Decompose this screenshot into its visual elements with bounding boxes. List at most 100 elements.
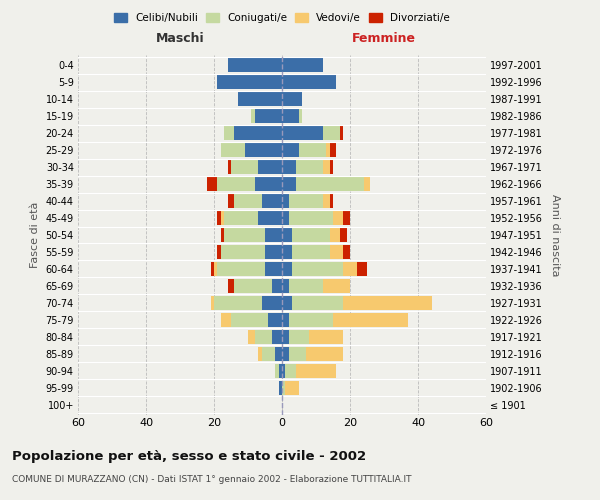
Bar bbox=[296, 160, 323, 174]
Bar bbox=[262, 347, 275, 360]
Bar bbox=[299, 110, 302, 123]
Bar bbox=[248, 330, 255, 344]
Bar bbox=[217, 76, 282, 89]
Legend: Celibi/Nubili, Coniugati/e, Vedovi/e, Divorziati/e: Celibi/Nubili, Coniugati/e, Vedovi/e, Di… bbox=[111, 10, 453, 26]
Bar bbox=[255, 178, 282, 191]
Bar bbox=[333, 211, 343, 225]
Bar bbox=[258, 160, 282, 174]
Bar bbox=[221, 313, 231, 326]
Bar bbox=[323, 160, 329, 174]
Bar bbox=[364, 178, 370, 191]
Bar bbox=[262, 296, 282, 310]
Text: Popolazione per età, sesso e stato civile - 2002: Popolazione per età, sesso e stato civil… bbox=[12, 450, 366, 463]
Bar bbox=[224, 126, 235, 140]
Bar bbox=[343, 245, 350, 259]
Bar bbox=[333, 313, 408, 326]
Bar bbox=[282, 211, 289, 225]
Bar bbox=[282, 330, 289, 344]
Bar bbox=[292, 228, 329, 242]
Bar bbox=[306, 347, 343, 360]
Bar bbox=[340, 126, 343, 140]
Bar bbox=[235, 194, 262, 208]
Bar bbox=[221, 144, 245, 157]
Bar bbox=[289, 211, 333, 225]
Bar bbox=[282, 194, 289, 208]
Bar bbox=[299, 144, 326, 157]
Bar bbox=[265, 245, 282, 259]
Bar bbox=[217, 262, 265, 276]
Bar bbox=[282, 144, 299, 157]
Bar bbox=[282, 178, 296, 191]
Bar bbox=[357, 262, 367, 276]
Bar bbox=[326, 144, 329, 157]
Bar bbox=[286, 381, 299, 394]
Bar bbox=[343, 211, 350, 225]
Bar bbox=[262, 194, 282, 208]
Bar bbox=[282, 126, 323, 140]
Bar bbox=[235, 126, 282, 140]
Bar bbox=[329, 144, 337, 157]
Bar bbox=[343, 262, 357, 276]
Bar bbox=[292, 245, 329, 259]
Bar bbox=[227, 58, 282, 72]
Bar bbox=[292, 262, 343, 276]
Bar bbox=[329, 160, 333, 174]
Bar bbox=[245, 144, 282, 157]
Bar bbox=[282, 364, 286, 378]
Bar bbox=[282, 381, 286, 394]
Bar bbox=[231, 313, 268, 326]
Bar bbox=[286, 364, 296, 378]
Bar bbox=[275, 347, 282, 360]
Bar bbox=[255, 330, 272, 344]
Bar bbox=[217, 178, 255, 191]
Bar bbox=[323, 126, 340, 140]
Bar bbox=[275, 364, 278, 378]
Bar bbox=[282, 58, 323, 72]
Bar bbox=[272, 279, 282, 292]
Y-axis label: Anni di nascita: Anni di nascita bbox=[550, 194, 560, 276]
Bar bbox=[289, 330, 309, 344]
Bar bbox=[289, 347, 306, 360]
Bar bbox=[217, 245, 221, 259]
Bar bbox=[282, 228, 292, 242]
Bar bbox=[282, 92, 302, 106]
Bar bbox=[296, 178, 364, 191]
Bar bbox=[258, 211, 282, 225]
Bar bbox=[238, 92, 282, 106]
Bar bbox=[282, 245, 292, 259]
Bar bbox=[227, 279, 235, 292]
Bar bbox=[282, 296, 292, 310]
Text: Maschi: Maschi bbox=[155, 32, 205, 45]
Bar bbox=[224, 228, 265, 242]
Bar bbox=[343, 296, 431, 310]
Bar bbox=[211, 296, 214, 310]
Bar bbox=[231, 160, 258, 174]
Bar bbox=[282, 347, 289, 360]
Bar bbox=[323, 194, 329, 208]
Bar bbox=[289, 194, 323, 208]
Bar bbox=[282, 313, 289, 326]
Bar bbox=[251, 110, 255, 123]
Bar bbox=[278, 381, 282, 394]
Bar bbox=[265, 262, 282, 276]
Bar bbox=[214, 296, 262, 310]
Bar bbox=[214, 262, 217, 276]
Bar bbox=[235, 279, 272, 292]
Bar bbox=[282, 76, 337, 89]
Bar bbox=[282, 262, 292, 276]
Bar bbox=[282, 110, 299, 123]
Bar bbox=[329, 228, 340, 242]
Y-axis label: Fasce di età: Fasce di età bbox=[30, 202, 40, 268]
Bar bbox=[296, 364, 337, 378]
Bar bbox=[278, 364, 282, 378]
Bar bbox=[211, 262, 214, 276]
Bar bbox=[258, 347, 262, 360]
Bar bbox=[289, 279, 323, 292]
Text: Femmine: Femmine bbox=[352, 32, 416, 45]
Bar bbox=[224, 211, 258, 225]
Bar bbox=[217, 211, 221, 225]
Bar bbox=[255, 110, 282, 123]
Bar bbox=[329, 194, 333, 208]
Bar bbox=[265, 228, 282, 242]
Bar bbox=[309, 330, 343, 344]
